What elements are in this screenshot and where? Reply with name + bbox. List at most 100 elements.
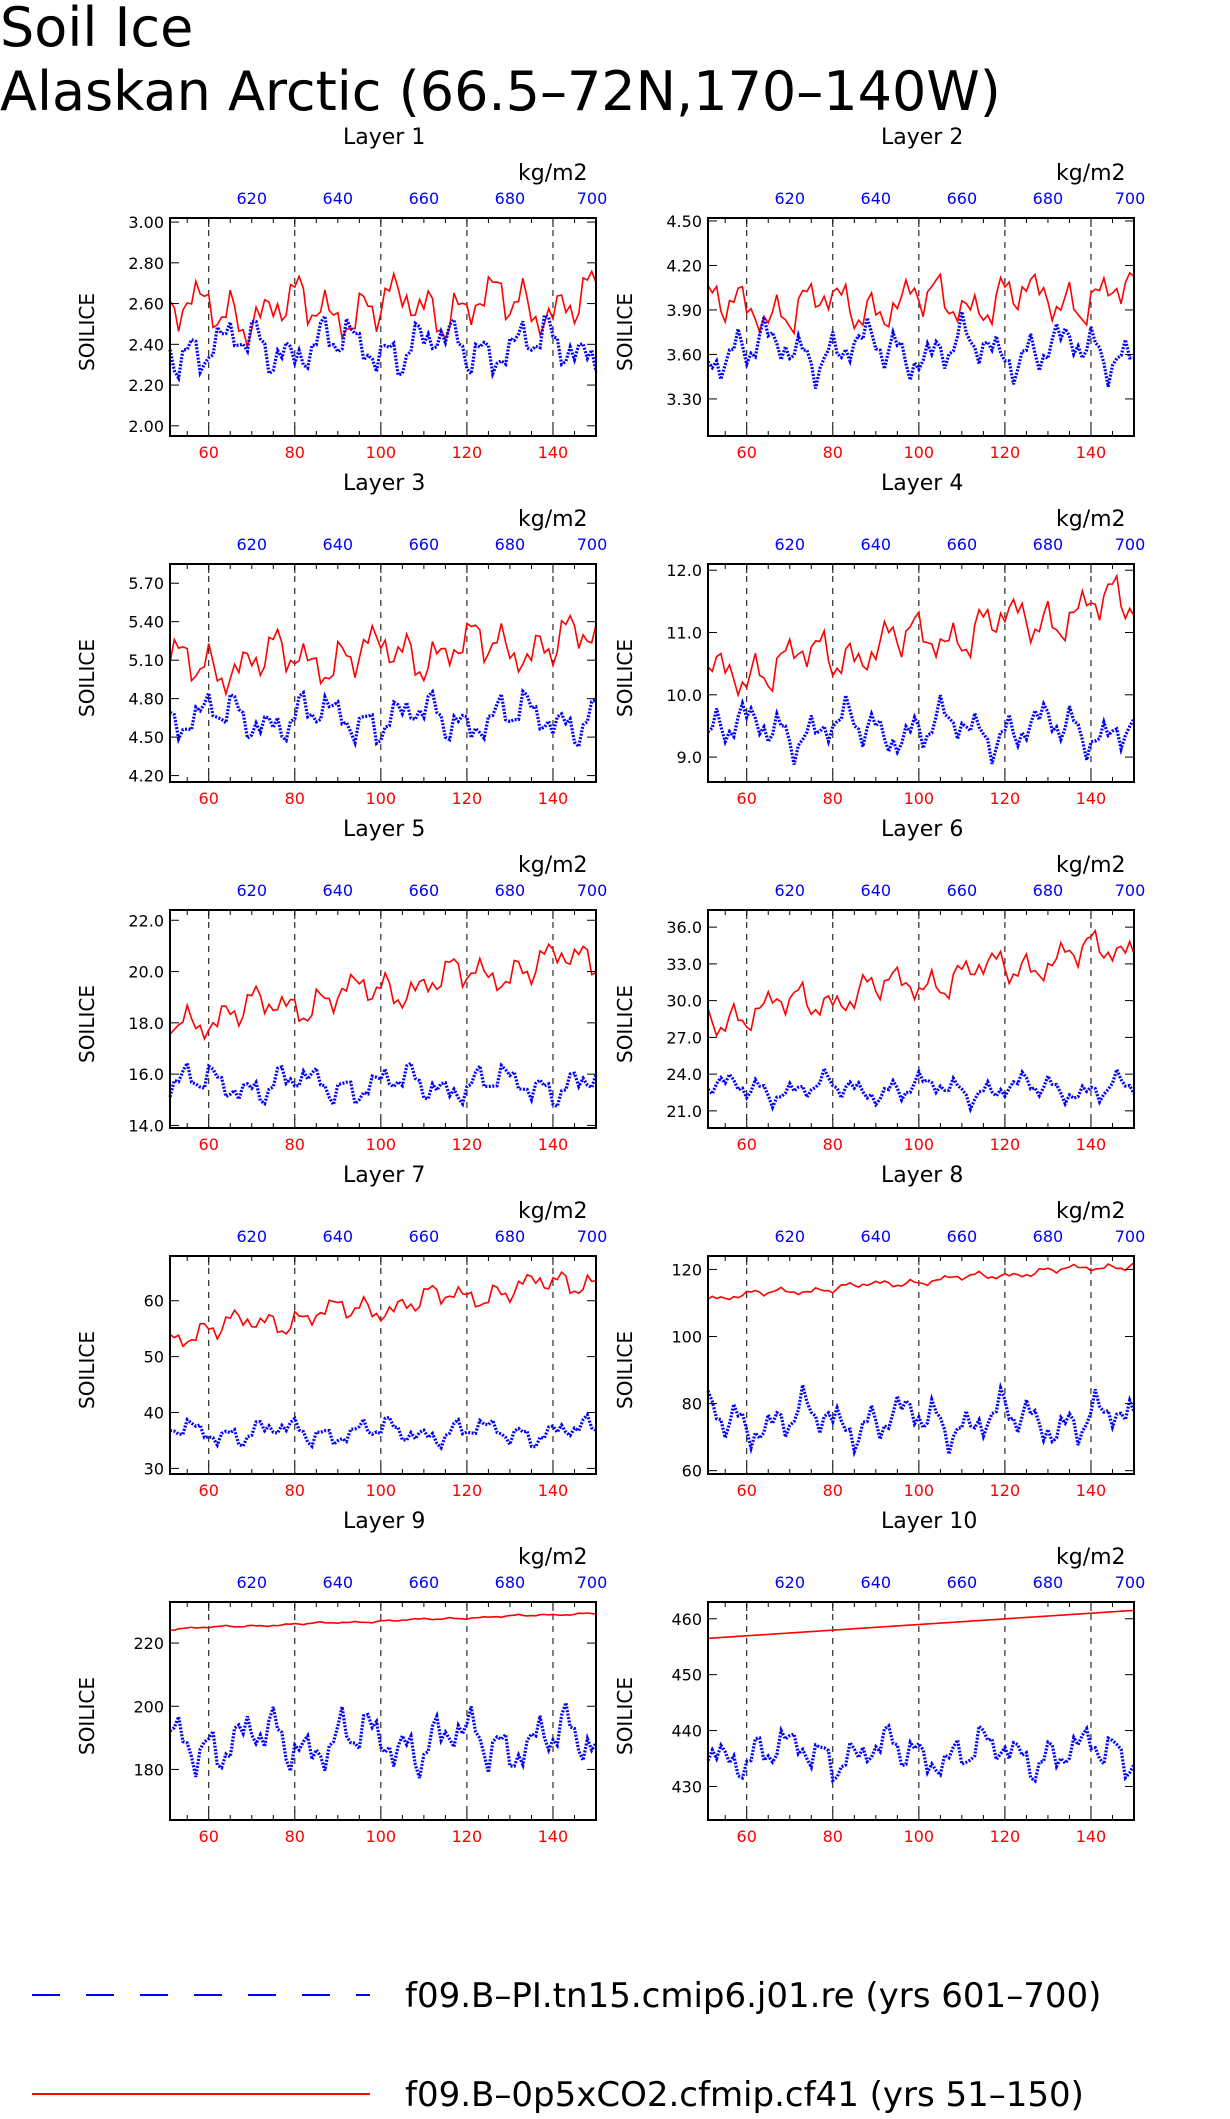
series-line-blue — [168, 1058, 598, 1110]
x-tick-label-top: 620 — [774, 881, 805, 900]
top-axis-unit: kg/m2 — [518, 853, 588, 878]
y-axis-label: SOILICE — [75, 293, 99, 371]
x-tick-label-bottom: 120 — [452, 443, 483, 462]
x-tick-label-bottom: 140 — [1076, 1481, 1107, 1500]
series-line-red — [707, 1609, 1135, 1640]
chart-panel-2: Layer 2 kg/m2 SOILICE 60 80 100 120 140 620 640 66… — [613, 125, 1145, 462]
y-tick-label: 9.0 — [677, 748, 702, 767]
x-tick-label-bottom: 60 — [199, 1827, 219, 1846]
x-tick-label-bottom: 60 — [737, 1481, 757, 1500]
top-axis-unit: kg/m2 — [1056, 1545, 1126, 1570]
x-tick-label-top: 620 — [236, 1573, 267, 1592]
y-tick-label: 60 — [144, 1292, 164, 1311]
y-tick-label: 80 — [682, 1395, 702, 1414]
y-tick-label: 100 — [671, 1327, 702, 1346]
y-tick-label: 430 — [671, 1777, 702, 1796]
plot-frame — [169, 563, 597, 783]
series-line-blue — [706, 1063, 1136, 1114]
x-tick-label-top: 660 — [409, 1573, 440, 1592]
series-line-red — [707, 271, 1135, 336]
x-tick-label-top: 640 — [861, 189, 892, 208]
x-tick-label-top: 620 — [236, 189, 267, 208]
y-axis-label: SOILICE — [75, 985, 99, 1063]
x-tick-label-top: 640 — [323, 1573, 354, 1592]
x-tick-label-bottom: 100 — [904, 1135, 935, 1154]
y-tick-label: 4.80 — [128, 690, 164, 709]
y-tick-label: 180 — [133, 1760, 164, 1779]
x-tick-label-bottom: 120 — [452, 1135, 483, 1154]
x-tick-label-bottom: 60 — [199, 1135, 219, 1154]
y-tick-label: 40 — [144, 1404, 164, 1423]
x-tick-label-top: 660 — [409, 535, 440, 554]
x-tick-label-bottom: 140 — [538, 1481, 569, 1500]
y-tick-label: 2.40 — [128, 335, 164, 354]
x-tick-label-bottom: 120 — [990, 443, 1021, 462]
top-axis-unit: kg/m2 — [1056, 1199, 1126, 1224]
plot-frame — [707, 909, 1135, 1129]
y-tick-label: 120 — [671, 1260, 702, 1279]
y-tick-label: 2.00 — [128, 417, 164, 436]
panel-title: Layer 10 — [881, 1509, 977, 1534]
y-axis-label: SOILICE — [613, 1331, 637, 1409]
legend: f09.B–PI.tn15.cmip6.j01.re (yrs 601–700)… — [32, 1976, 1101, 2115]
x-tick-label-top: 680 — [495, 881, 526, 900]
x-tick-label-top: 640 — [323, 535, 354, 554]
x-tick-label-top: 660 — [947, 881, 978, 900]
x-tick-label-bottom: 100 — [366, 789, 397, 808]
top-axis-unit: kg/m2 — [518, 1545, 588, 1570]
y-tick-label: 2.80 — [128, 254, 164, 273]
panel-title: Layer 4 — [881, 471, 963, 496]
chart-panel-6: Layer 6 kg/m2 SOILICE 60 80 100 120 140 620 640 66… — [613, 817, 1145, 1154]
x-tick-label-bottom: 100 — [366, 1481, 397, 1500]
y-tick-label: 18.0 — [128, 1014, 164, 1033]
series-line-red — [169, 269, 597, 348]
panel-title: Layer 3 — [343, 471, 425, 496]
y-axis-label: SOILICE — [75, 1677, 99, 1755]
series-line-blue — [706, 1381, 1136, 1458]
series-line-red — [169, 1270, 597, 1348]
y-tick-label: 36.0 — [666, 918, 702, 937]
x-tick-label-top: 660 — [947, 189, 978, 208]
y-tick-label: 14.0 — [128, 1116, 164, 1135]
series-line-blue — [706, 1722, 1136, 1784]
series-line-red — [707, 573, 1135, 698]
plot-frame — [707, 1255, 1135, 1475]
x-tick-label-bottom: 140 — [1076, 443, 1107, 462]
x-tick-label-bottom: 60 — [737, 443, 757, 462]
x-tick-label-top: 620 — [236, 1227, 267, 1246]
x-tick-label-bottom: 100 — [904, 789, 935, 808]
x-tick-label-top: 700 — [1115, 189, 1146, 208]
series-line-red — [169, 942, 597, 1042]
x-tick-label-bottom: 140 — [538, 443, 569, 462]
panel-title: Layer 8 — [881, 1163, 963, 1188]
y-tick-label: 30.0 — [666, 992, 702, 1011]
x-tick-label-top: 640 — [323, 189, 354, 208]
x-tick-label-top: 700 — [1115, 1227, 1146, 1246]
y-tick-label: 24.0 — [666, 1065, 702, 1084]
y-tick-label: 11.0 — [666, 624, 702, 643]
x-tick-label-top: 620 — [774, 1573, 805, 1592]
y-tick-label: 22.0 — [128, 911, 164, 930]
chart-panel-7: Layer 7 kg/m2 SOILICE 60 80 100 120 140 620 640 66… — [75, 1163, 607, 1500]
x-tick-label-bottom: 80 — [823, 1481, 843, 1500]
x-tick-label-bottom: 60 — [737, 1827, 757, 1846]
x-tick-label-bottom: 140 — [538, 789, 569, 808]
y-tick-label: 2.20 — [128, 376, 164, 395]
y-tick-label: 460 — [671, 1610, 702, 1629]
x-tick-label-top: 700 — [577, 881, 608, 900]
x-tick-label-top: 700 — [1115, 1573, 1146, 1592]
x-tick-label-top: 640 — [861, 1573, 892, 1592]
x-tick-label-bottom: 80 — [285, 1135, 305, 1154]
y-tick-label: 4.50 — [128, 728, 164, 747]
x-tick-label-top: 680 — [1033, 881, 1064, 900]
x-tick-label-top: 660 — [947, 535, 978, 554]
x-tick-label-bottom: 80 — [285, 443, 305, 462]
plot-frame — [707, 563, 1135, 783]
top-axis-unit: kg/m2 — [518, 161, 588, 186]
plot-frame — [169, 909, 597, 1129]
x-tick-label-bottom: 60 — [199, 789, 219, 808]
y-tick-label: 440 — [671, 1722, 702, 1741]
chart-panel-8: Layer 8 kg/m2 SOILICE 60 80 100 120 140 620 640 66… — [613, 1163, 1145, 1500]
x-tick-label-top: 660 — [409, 881, 440, 900]
panel-title: Layer 9 — [343, 1509, 425, 1534]
